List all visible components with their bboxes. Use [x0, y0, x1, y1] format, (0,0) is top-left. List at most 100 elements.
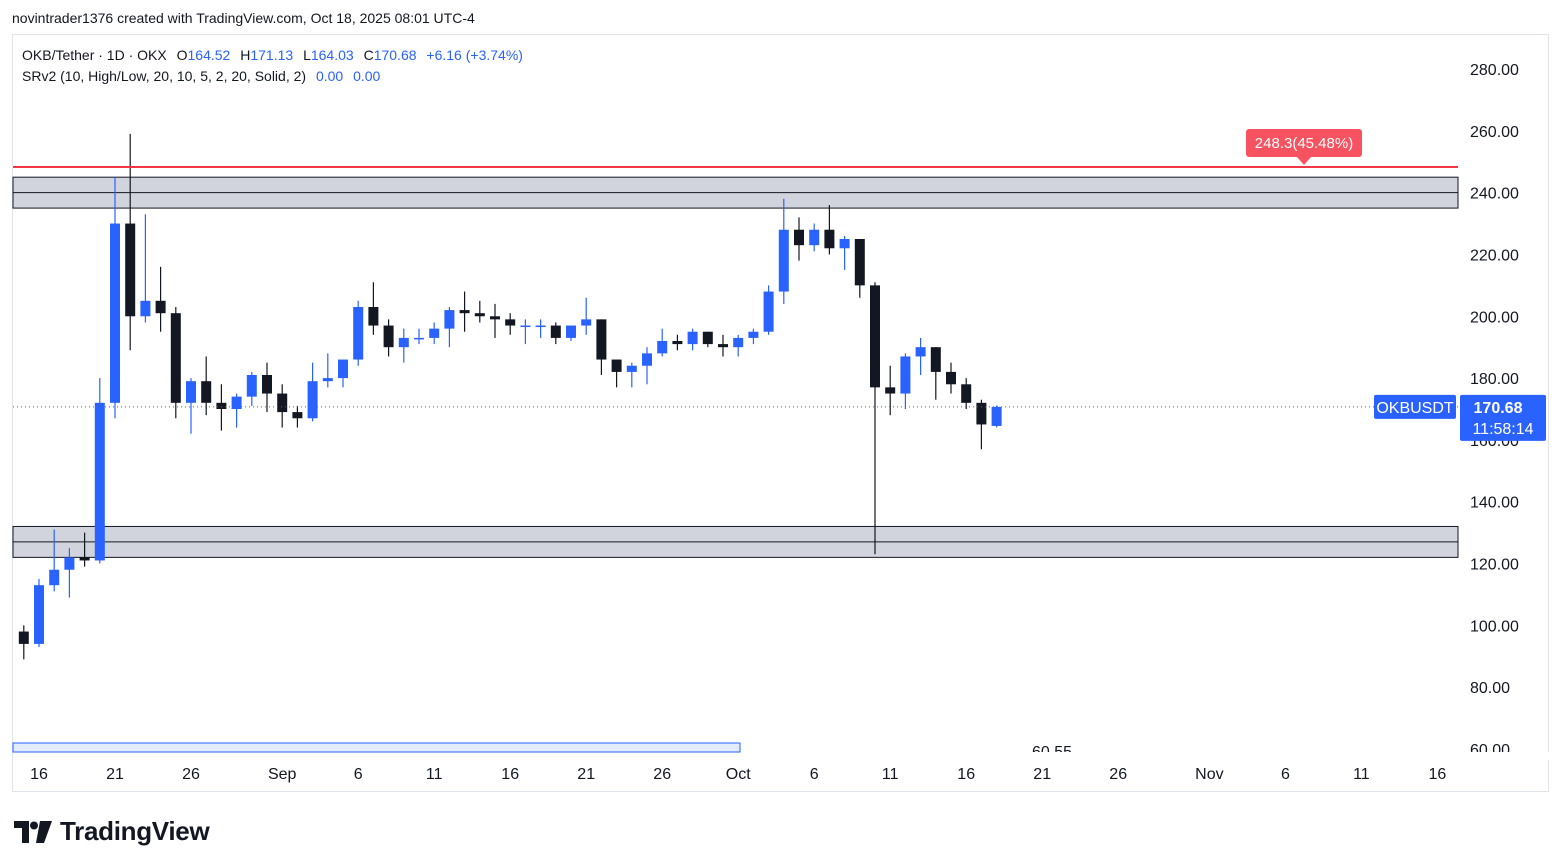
candle[interactable]	[322, 353, 333, 388]
candle[interactable]	[854, 239, 865, 298]
candle[interactable]	[809, 223, 820, 252]
candle-body	[170, 313, 181, 403]
candle-body	[657, 341, 668, 354]
legend-change: +6.16 (+3.74%)	[426, 47, 523, 63]
candle[interactable]	[246, 371, 257, 406]
candle-body	[125, 223, 136, 317]
time-scroll-strip[interactable]	[12, 742, 741, 753]
candle-body	[292, 412, 303, 419]
candle[interactable]	[535, 319, 546, 338]
candle[interactable]	[976, 399, 987, 450]
price-axis[interactable]: 280.00260.00240.00220.00200.00180.00160.…	[1020, 62, 1550, 762]
candle-body	[809, 229, 820, 246]
candle-body	[550, 325, 561, 338]
candle[interactable]	[702, 331, 713, 348]
candle[interactable]	[748, 328, 759, 345]
candle[interactable]	[353, 300, 364, 366]
symbol-price-tag[interactable]: OKBUSDT	[1374, 394, 1456, 419]
candle[interactable]	[34, 579, 44, 647]
chart-frame	[12, 34, 1549, 792]
candle[interactable]	[459, 291, 470, 332]
candle[interactable]	[778, 198, 789, 304]
last-price-tag[interactable]: 170.68 11:58:14	[1460, 394, 1546, 441]
candle[interactable]	[490, 303, 500, 338]
candle[interactable]	[930, 347, 941, 400]
candle-body	[854, 239, 865, 286]
candle[interactable]	[657, 328, 668, 357]
candle[interactable]	[474, 300, 485, 323]
indicator-name[interactable]: SRv2 (10, High/Low, 20, 10, 5, 2, 20, So…	[22, 68, 307, 84]
candle[interactable]	[49, 529, 60, 592]
legend-symbol[interactable]: OKB/Tether · 1D · OKX	[22, 47, 167, 63]
candle[interactable]	[231, 393, 242, 428]
candle[interactable]	[383, 319, 394, 357]
candle[interactable]	[733, 334, 744, 357]
x-tick-label: 11	[882, 766, 899, 783]
candle[interactable]	[18, 625, 29, 660]
candle[interactable]	[794, 217, 804, 261]
candle[interactable]	[611, 359, 622, 388]
candle[interactable]	[596, 319, 607, 375]
candle[interactable]	[307, 362, 318, 422]
candle[interactable]	[718, 334, 728, 357]
chart-legend: OKB/Tether · 1D · OKX O164.52 H171.13 L1…	[22, 45, 523, 87]
candle[interactable]	[566, 325, 576, 341]
candle-body	[946, 371, 956, 385]
candle[interactable]	[581, 297, 592, 335]
candle[interactable]	[946, 362, 956, 394]
candle[interactable]	[626, 362, 637, 388]
candle-body	[794, 229, 804, 246]
candle-body	[429, 328, 440, 338]
candle[interactable]	[170, 307, 181, 419]
y-tick-label: 280.00	[1470, 62, 1519, 79]
candle[interactable]	[550, 322, 561, 345]
candle[interactable]	[79, 532, 90, 567]
candle[interactable]	[125, 133, 136, 351]
candle[interactable]	[870, 282, 880, 555]
candle[interactable]	[885, 365, 896, 416]
candle-body	[596, 319, 607, 360]
candle[interactable]	[687, 328, 698, 351]
candle[interactable]	[277, 384, 288, 428]
candle-body	[566, 325, 576, 338]
candle-body	[338, 359, 348, 379]
candle[interactable]	[94, 378, 105, 564]
candle[interactable]	[292, 405, 303, 428]
candle[interactable]	[961, 378, 972, 409]
candle[interactable]	[444, 307, 455, 348]
candle[interactable]	[110, 177, 120, 419]
candle[interactable]	[915, 337, 926, 375]
candle[interactable]	[505, 313, 516, 335]
candle-body	[444, 310, 455, 329]
candle-body	[505, 319, 516, 326]
candle[interactable]	[140, 214, 151, 323]
candle[interactable]	[368, 282, 379, 335]
candle[interactable]	[186, 378, 196, 434]
candle[interactable]	[338, 359, 348, 388]
candle[interactable]	[900, 353, 911, 409]
candle-body	[186, 381, 196, 403]
candle-body	[79, 557, 90, 561]
candle[interactable]	[839, 235, 850, 270]
candle[interactable]	[262, 362, 272, 413]
tradingview-brand[interactable]: TradingView	[14, 816, 210, 847]
candle[interactable]	[64, 548, 75, 598]
candle[interactable]	[991, 405, 1002, 428]
y-tick-label: 140.00	[1470, 495, 1519, 512]
candle[interactable]	[216, 384, 227, 431]
candle[interactable]	[824, 205, 835, 255]
time-axis[interactable]: 16 21 26 Sep 6 11 16 21 26 Oct 6 11 16 21 26 Nov 6 11 16	[30, 766, 1446, 783]
candle[interactable]	[201, 356, 212, 416]
candle-body	[626, 365, 637, 372]
candle[interactable]	[763, 285, 774, 335]
candle[interactable]	[155, 266, 166, 332]
candle[interactable]	[429, 322, 440, 345]
candle[interactable]	[414, 328, 424, 345]
tradingview-wordmark: TradingView	[60, 816, 210, 846]
candle[interactable]	[520, 319, 531, 345]
candle[interactable]	[398, 328, 409, 363]
target-label[interactable]: 248.3(45.48%)	[1246, 128, 1362, 165]
candle[interactable]	[672, 334, 683, 351]
candle[interactable]	[642, 347, 652, 385]
